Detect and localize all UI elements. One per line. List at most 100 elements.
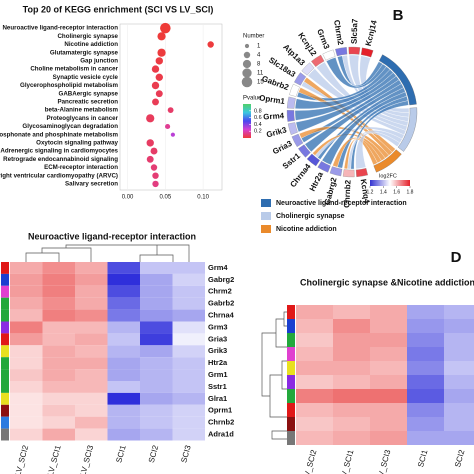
heatmap-cell bbox=[172, 297, 205, 310]
dot bbox=[157, 48, 166, 57]
heatmap-cell bbox=[296, 305, 333, 319]
chord bbox=[295, 75, 400, 133]
heatmap-cell bbox=[370, 361, 407, 375]
legend-size-marker bbox=[243, 51, 251, 59]
heatmap-cell bbox=[370, 305, 407, 319]
heatmap-cell bbox=[42, 321, 75, 334]
legend-label: 1 bbox=[257, 44, 261, 50]
heatmap-cell bbox=[107, 357, 140, 370]
gene-label: Htr2a bbox=[308, 170, 326, 193]
dot bbox=[152, 172, 159, 179]
heatmap-cell bbox=[42, 392, 75, 405]
heatmap-cell bbox=[444, 403, 474, 417]
y-tick-label: Glycosaminoglycan degradation bbox=[22, 123, 118, 130]
legend-label: Neuroactive ligand-receptor interaction bbox=[276, 200, 407, 207]
heatmap-cell bbox=[140, 416, 173, 429]
heatmap-cell bbox=[370, 389, 407, 403]
heatmap-cell bbox=[407, 333, 444, 347]
row-label: Gabrb2 bbox=[208, 299, 234, 308]
column-label: LV_SCI3 bbox=[78, 444, 95, 474]
row-annotation bbox=[287, 319, 295, 333]
dot bbox=[160, 22, 171, 34]
heatmap-cell bbox=[407, 403, 444, 417]
row-label: Htr2a bbox=[208, 358, 228, 367]
heatmap-cell bbox=[10, 381, 43, 393]
heatmap-cell bbox=[140, 309, 173, 322]
y-tick-label: Nicotine addiction bbox=[64, 41, 118, 48]
heatmap-cell bbox=[333, 431, 370, 445]
column-label: LV_SCI2 bbox=[302, 448, 319, 474]
dot bbox=[207, 41, 214, 48]
heatmap-cell bbox=[444, 389, 474, 403]
heatmap-cell bbox=[107, 369, 140, 381]
colorbar-label: 1.4 bbox=[380, 189, 387, 195]
heatmap-cell bbox=[42, 381, 75, 393]
row-annotation bbox=[1, 262, 9, 274]
dot bbox=[155, 57, 163, 65]
gene-label: Gabrb2 bbox=[261, 74, 291, 92]
gene-label: Grik3 bbox=[265, 125, 288, 139]
heatmap-cell bbox=[75, 404, 108, 417]
dot bbox=[167, 107, 174, 114]
legend-label: 15 bbox=[257, 80, 264, 86]
dot bbox=[146, 139, 154, 147]
row-annotation bbox=[1, 321, 9, 334]
heatmap-cell bbox=[172, 428, 205, 441]
gene-ring-cell bbox=[348, 46, 361, 55]
plot-area bbox=[119, 23, 223, 191]
legend-label: 11 bbox=[257, 71, 264, 77]
colorbar-label: 1.8 bbox=[407, 189, 414, 195]
row-annotation bbox=[1, 297, 9, 310]
heatmap-cell bbox=[370, 417, 407, 431]
heatmap-cell bbox=[10, 297, 43, 310]
heatmap-cell bbox=[75, 369, 108, 381]
heatmap-cell bbox=[370, 333, 407, 347]
heatmap-cell bbox=[75, 345, 108, 358]
gene-label: Kcnj14 bbox=[364, 19, 379, 47]
heatmap-cell bbox=[10, 392, 43, 405]
heatmap-cell bbox=[296, 361, 333, 375]
gene-ring-cell bbox=[322, 49, 336, 61]
heatmap-cell bbox=[140, 369, 173, 381]
dendrogram bbox=[25, 244, 292, 440]
heatmap-cell bbox=[107, 321, 140, 334]
heatmap-cell bbox=[296, 417, 333, 431]
heatmap-cell bbox=[107, 297, 140, 310]
chord bbox=[343, 138, 378, 169]
heatmap-cell bbox=[140, 333, 173, 346]
heatmap-cell bbox=[107, 428, 140, 441]
x-tick-label: 0.05 bbox=[159, 195, 171, 201]
heatmap-cell bbox=[10, 416, 43, 429]
heatmap-cell bbox=[75, 285, 108, 298]
heatmap-cell bbox=[140, 297, 173, 310]
legend-title: log2FC bbox=[379, 173, 397, 179]
y-tick-label: Glycerophospholipid metabolism bbox=[20, 82, 118, 89]
gene-ring-cell bbox=[286, 110, 295, 122]
colorbar-label: 0.6 bbox=[254, 115, 262, 121]
heatmap-cell bbox=[407, 417, 444, 431]
panel-letter: B bbox=[393, 7, 404, 24]
heatmap-cell bbox=[10, 404, 43, 417]
heatmap-cell bbox=[10, 428, 43, 441]
row-annotation bbox=[1, 428, 9, 441]
heatmap-cell bbox=[140, 345, 173, 358]
heatmap-cell bbox=[333, 375, 370, 389]
gene-ring-cell bbox=[306, 153, 320, 167]
heatmap-cell bbox=[140, 381, 173, 393]
row-label: Gabrg2 bbox=[208, 275, 234, 284]
heatmap-cell bbox=[10, 273, 43, 286]
gene-label: Grm4 bbox=[263, 111, 285, 121]
column-label: SCI1 bbox=[416, 448, 429, 468]
heatmap-cell bbox=[333, 319, 370, 333]
chord bbox=[332, 137, 382, 168]
row-label: Chrnb2 bbox=[208, 418, 234, 427]
colorbar-label: 1.2 bbox=[367, 189, 374, 195]
gene-label: Gria3 bbox=[271, 139, 294, 157]
heatmap-cell bbox=[172, 381, 205, 393]
gene-label: Grm3 bbox=[315, 28, 331, 51]
legend-size-marker bbox=[244, 43, 250, 49]
y-tick-label: Retrograde endocannabinoid signaling bbox=[3, 156, 118, 163]
heatmap-cell bbox=[296, 431, 333, 445]
y-tick-label: Neuroactive ligand-receptor interaction bbox=[2, 25, 118, 32]
heatmap-cell bbox=[42, 428, 75, 441]
